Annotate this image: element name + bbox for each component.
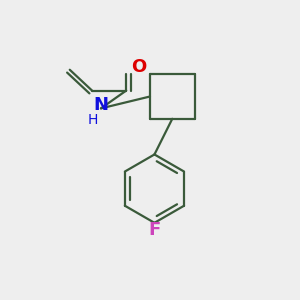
Text: F: F (148, 221, 160, 239)
Text: H: H (88, 113, 98, 127)
Text: O: O (131, 58, 147, 76)
Text: N: N (94, 96, 109, 114)
